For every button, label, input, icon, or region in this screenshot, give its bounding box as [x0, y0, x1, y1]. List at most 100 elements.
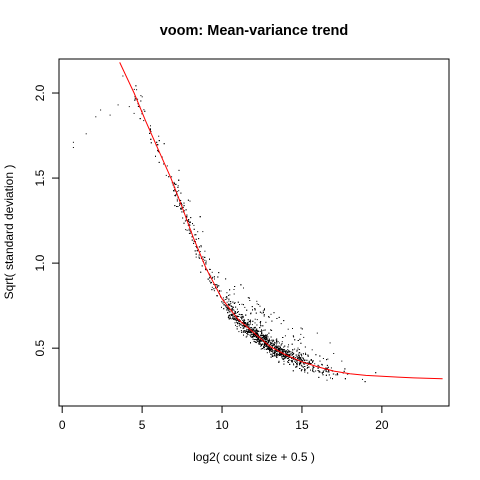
- data-point: [272, 340, 274, 342]
- data-point: [288, 352, 290, 354]
- data-point: [330, 377, 331, 379]
- x-axis-label: log2( count size + 0.5 ): [193, 450, 315, 464]
- data-point: [299, 364, 300, 366]
- data-point: [312, 361, 314, 363]
- data-point: [134, 99, 136, 101]
- data-point: [341, 360, 343, 362]
- data-point: [174, 189, 176, 191]
- data-point: [238, 316, 239, 317]
- data-point: [232, 313, 234, 315]
- data-point: [252, 328, 254, 330]
- data-point: [260, 325, 262, 327]
- data-point: [225, 304, 227, 306]
- data-point: [240, 284, 242, 286]
- data-point: [226, 308, 228, 310]
- data-point: [165, 174, 167, 176]
- data-point: [274, 350, 275, 352]
- data-point: [189, 232, 191, 234]
- data-point: [282, 354, 284, 356]
- data-point: [307, 355, 309, 357]
- data-point: [256, 329, 257, 331]
- x-tick-label: 20: [375, 418, 389, 432]
- data-point: [277, 341, 279, 343]
- data-point: [225, 296, 227, 298]
- data-point: [210, 281, 212, 283]
- data-point: [294, 339, 296, 341]
- data-point: [233, 303, 235, 304]
- data-point: [318, 371, 320, 373]
- data-point: [275, 350, 277, 352]
- data-point: [175, 195, 177, 197]
- data-point: [288, 344, 289, 346]
- data-point: [277, 345, 279, 347]
- data-point: [243, 334, 244, 336]
- data-point: [157, 149, 159, 151]
- data-point: [285, 353, 287, 355]
- data-point: [264, 308, 265, 310]
- data-point: [212, 276, 214, 278]
- data-point: [236, 320, 237, 322]
- data-point: [304, 371, 306, 373]
- data-point: [265, 339, 267, 340]
- data-point: [274, 353, 276, 355]
- data-point: [286, 351, 288, 353]
- data-point: [241, 324, 242, 326]
- data-point: [231, 308, 233, 310]
- data-point: [280, 348, 282, 350]
- data-point: [276, 350, 278, 352]
- data-point: [322, 358, 324, 359]
- data-point: [250, 336, 252, 338]
- data-point: [304, 369, 306, 371]
- data-point: [252, 334, 254, 336]
- data-point: [292, 358, 294, 360]
- data-point: [318, 376, 320, 378]
- data-point: [311, 349, 313, 351]
- data-point: [231, 307, 233, 309]
- data-point: [304, 346, 306, 348]
- data-point: [256, 331, 258, 333]
- data-point: [346, 373, 348, 375]
- data-point: [175, 194, 177, 196]
- data-point: [223, 303, 225, 305]
- data-point: [233, 318, 235, 320]
- data-point: [252, 328, 254, 330]
- data-point: [307, 362, 309, 363]
- data-point: [282, 355, 284, 357]
- data-point: [156, 141, 158, 143]
- data-point: [237, 312, 238, 313]
- data-point: [247, 297, 249, 299]
- data-point: [344, 368, 346, 370]
- data-point: [250, 327, 252, 329]
- data-point: [293, 360, 295, 362]
- data-point: [296, 350, 298, 352]
- data-point: [122, 75, 124, 77]
- data-point: [247, 329, 249, 331]
- scatter-points: [72, 75, 377, 383]
- data-point: [276, 347, 278, 349]
- data-point: [217, 286, 218, 288]
- data-point: [189, 231, 191, 233]
- data-point: [244, 330, 246, 332]
- data-point: [223, 308, 225, 310]
- data-point: [251, 334, 253, 335]
- data-point: [247, 321, 249, 323]
- data-point: [295, 366, 297, 368]
- data-point: [310, 363, 312, 364]
- data-point: [233, 318, 235, 320]
- data-point: [270, 349, 272, 351]
- data-point: [140, 100, 142, 102]
- data-point: [253, 327, 255, 329]
- data-point: [211, 271, 213, 273]
- data-point: [244, 321, 245, 323]
- data-point: [246, 331, 248, 333]
- data-point: [270, 342, 272, 344]
- data-point: [309, 361, 310, 363]
- data-point: [117, 104, 119, 106]
- data-point: [229, 304, 231, 306]
- data-point: [264, 348, 266, 350]
- data-point: [279, 345, 281, 347]
- data-point: [298, 354, 300, 356]
- data-point: [269, 340, 271, 342]
- data-point: [263, 329, 265, 331]
- data-point: [283, 351, 285, 353]
